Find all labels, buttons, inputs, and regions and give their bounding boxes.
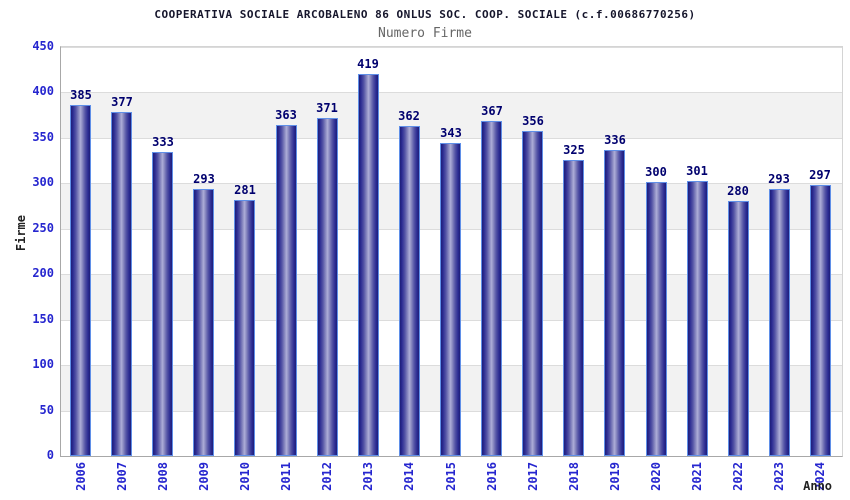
y-tick-label: 400 <box>32 84 54 99</box>
x-tick-label: 2019 <box>608 462 622 491</box>
bar-2012 <box>317 118 338 456</box>
x-tick-label: 2008 <box>156 462 170 491</box>
plot-area <box>60 46 843 457</box>
y-tick-label: 350 <box>32 129 54 144</box>
bar-2023 <box>769 189 790 456</box>
x-tick-label: 2023 <box>772 462 786 491</box>
y-tick-label: 450 <box>32 39 54 53</box>
bar-2017 <box>522 131 543 456</box>
gridline <box>61 47 842 48</box>
x-tick-label: 2020 <box>649 462 663 491</box>
y-tick-label: 250 <box>32 220 54 235</box>
x-tick-label: 2010 <box>238 462 252 491</box>
bar-2014 <box>399 126 420 456</box>
bar-value-label: 301 <box>686 164 708 178</box>
bar-2022 <box>728 201 749 456</box>
x-tick-label: 2021 <box>690 462 704 491</box>
bar-2021 <box>687 181 708 456</box>
bar-value-label: 419 <box>357 57 379 71</box>
y-tick-label: 300 <box>32 175 54 190</box>
chart-title: COOPERATIVA SOCIALE ARCOBALENO 86 ONLUS … <box>154 8 696 21</box>
x-tick-label: 2022 <box>731 462 745 491</box>
chart-subtitle: Numero Firme <box>378 26 472 41</box>
bar-value-label: 300 <box>645 165 667 179</box>
bar-2020 <box>646 182 667 456</box>
bar-value-label: 280 <box>727 184 749 198</box>
bar-2016 <box>481 121 502 456</box>
y-tick-label: 100 <box>32 357 54 372</box>
bar-value-label: 362 <box>398 109 420 123</box>
plot-band <box>61 92 842 138</box>
bar-value-label: 333 <box>152 135 174 149</box>
bar-value-label: 297 <box>809 168 831 182</box>
x-tick-label: 2011 <box>279 462 293 491</box>
y-axis-title: Firme <box>14 215 28 252</box>
bar-2019 <box>604 150 625 456</box>
bar-2007 <box>111 112 132 456</box>
bar-value-label: 367 <box>481 104 503 118</box>
bar-2015 <box>440 143 461 456</box>
bar-value-label: 293 <box>768 172 790 186</box>
gridline <box>61 92 842 94</box>
x-tick-label: 2018 <box>567 462 581 491</box>
bar-value-label: 363 <box>275 108 297 122</box>
x-tick-label: 2006 <box>74 462 88 491</box>
x-tick-label: 2009 <box>197 462 211 491</box>
bar-value-label: 281 <box>234 183 256 197</box>
x-tick-label: 2013 <box>361 462 375 491</box>
y-tick-label: 150 <box>32 311 54 326</box>
x-tick-label: 2015 <box>444 462 458 491</box>
bar-value-label: 377 <box>111 95 133 109</box>
bar-value-label: 336 <box>604 133 626 147</box>
x-tick-label: 2012 <box>320 462 334 491</box>
bar-2013 <box>358 74 379 456</box>
bar-value-label: 385 <box>70 88 92 102</box>
bar-2024 <box>810 185 831 456</box>
y-tick-label: 50 <box>39 402 54 417</box>
x-tick-label: 2017 <box>526 462 540 491</box>
bar-value-label: 293 <box>193 172 215 186</box>
x-tick-label: 2007 <box>115 462 129 491</box>
gridline <box>61 137 842 139</box>
bar-2009 <box>193 189 214 456</box>
bar-value-label: 343 <box>440 126 462 140</box>
y-tick-label: 200 <box>32 266 54 281</box>
x-tick-label: 2014 <box>402 462 416 491</box>
bar-value-label: 356 <box>522 114 544 128</box>
x-axis-title: Anno <box>803 479 832 493</box>
bar-value-label: 371 <box>316 101 338 115</box>
x-tick-label: 2016 <box>485 462 499 491</box>
y-tick-label: 0 <box>46 448 54 462</box>
bar-2010 <box>234 200 255 456</box>
bar-value-label: 325 <box>563 143 585 157</box>
bar-2008 <box>152 152 173 456</box>
bar-2006 <box>70 105 91 456</box>
bar-2011 <box>276 125 297 456</box>
bar-2018 <box>563 160 584 456</box>
